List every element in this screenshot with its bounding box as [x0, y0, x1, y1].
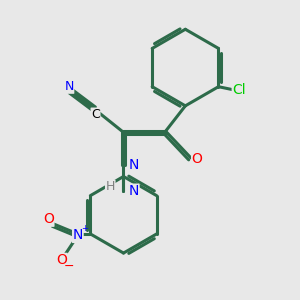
Text: O: O [56, 254, 67, 267]
Text: N: N [129, 158, 139, 172]
Text: −: − [64, 260, 74, 273]
Text: O: O [43, 212, 54, 226]
Text: H: H [106, 180, 115, 193]
Text: O: O [192, 152, 203, 166]
Text: N: N [73, 228, 83, 242]
Text: N: N [129, 184, 139, 198]
Text: Cl: Cl [232, 82, 246, 97]
Text: +: + [81, 224, 88, 233]
Text: N: N [64, 80, 74, 93]
Text: C: C [91, 108, 100, 121]
